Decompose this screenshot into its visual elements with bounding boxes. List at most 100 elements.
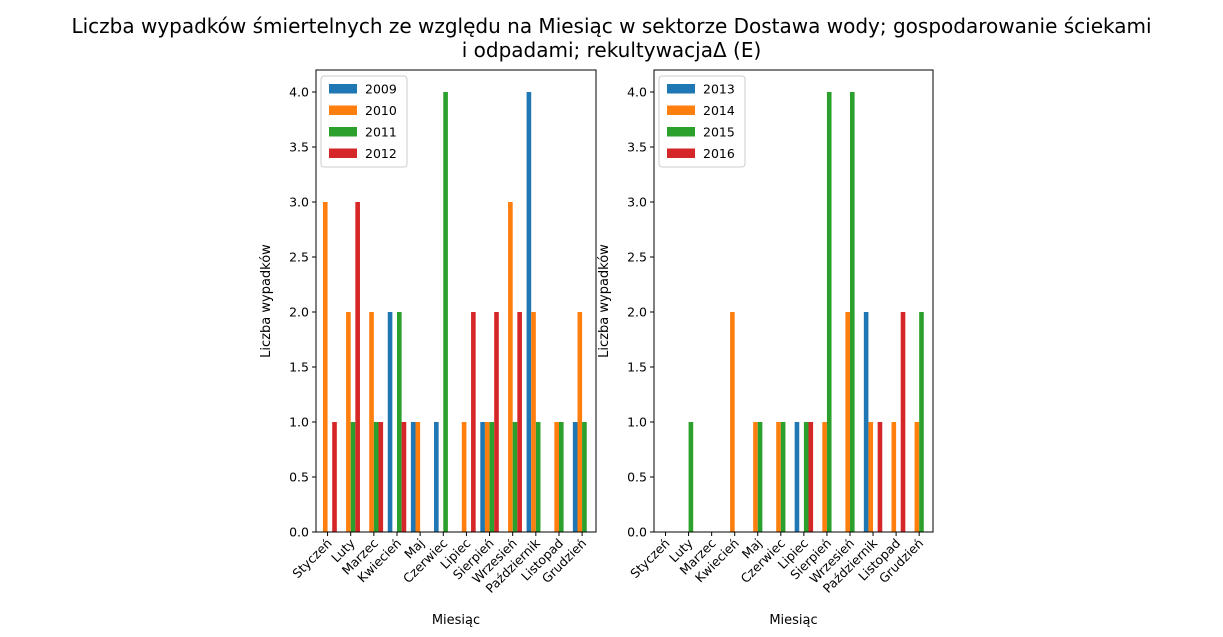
bar-2011-czerwiec (443, 92, 448, 532)
bar-2013-lipiec (794, 422, 800, 532)
bar-2012-lipiec (471, 312, 476, 532)
y-tick-label: 3.0 (289, 195, 309, 210)
chart-title: Liczba wypadków śmiertelnych ze względu … (0, 14, 1223, 62)
y-tick-label: 3.5 (289, 140, 309, 155)
bar-2015-czerwiec (780, 422, 786, 532)
y-tick-label: 0.0 (289, 525, 309, 540)
bar-2015-sierpien (826, 92, 832, 532)
bar-2015-lipiec (803, 422, 809, 532)
y-axis-label: Liczba wypadków (259, 244, 274, 358)
legend-swatch-2014 (667, 105, 695, 115)
legend-label-2016: 2016 (703, 146, 735, 161)
x-tick-label-styczen: Styczeń (289, 536, 334, 581)
legend-box (320, 75, 408, 168)
bar-2011-listopad (558, 422, 564, 532)
bar-2014-czerwiec (776, 422, 781, 532)
bar-2011-grudzien (582, 422, 587, 532)
legend-label-2014: 2014 (703, 103, 735, 118)
bar-2014-maj (753, 422, 758, 532)
bar-2011-pazdziernik (535, 422, 541, 532)
y-tick-label: 2.0 (627, 305, 647, 320)
bar-2014-pazdziernik (868, 422, 874, 532)
y-tick-label: 4.0 (289, 85, 309, 100)
bar-2009-kwiecien (387, 312, 393, 532)
y-tick-label: 3.0 (627, 195, 647, 210)
legend-box (658, 75, 746, 168)
x-axis-label: Miesiąc (432, 613, 480, 628)
chart-panel-1: 0.00.51.01.52.02.53.03.54.0StyczeńLutyMa… (259, 69, 597, 628)
bar-2009-grudzien (572, 422, 578, 532)
bar-2010-grudzien (577, 312, 583, 532)
bar-2014-sierpien (822, 422, 827, 532)
bar-2010-styczen (322, 202, 328, 532)
bar-2011-marzec (373, 422, 379, 532)
legend-label-2010: 2010 (365, 103, 397, 118)
bar-2015-wrzesien (849, 92, 855, 532)
y-tick-label: 1.0 (289, 415, 309, 430)
legend-swatch-2016 (667, 148, 695, 158)
legend-swatch-2013 (667, 84, 695, 94)
legend-swatch-2010 (329, 105, 357, 115)
chart-title-line-1: Liczba wypadków śmiertelnych ze względu … (71, 14, 1152, 38)
legend: 2009 2010 2011 2012 (320, 75, 408, 168)
bar-2010-sierpien (484, 422, 490, 532)
legend-swatch-2015 (667, 127, 695, 137)
bar-2010-listopad (554, 422, 559, 532)
y-tick-label: 1.5 (289, 360, 309, 375)
y-tick-label: 0.5 (289, 470, 309, 485)
bar-2009-czerwiec (434, 422, 439, 532)
bar-2010-lipiec (461, 422, 467, 532)
bar-2010-marzec (369, 312, 374, 532)
legend-label-2015: 2015 (703, 125, 735, 140)
y-tick-label: 1.5 (627, 360, 647, 375)
bar-2010-pazdziernik (531, 312, 536, 532)
chart-panel-2: 0.00.51.01.52.02.53.03.54.0StyczeńLutyMa… (597, 69, 934, 628)
bar-2009-maj (410, 422, 416, 532)
x-axis-label: Miesiąc (769, 613, 817, 628)
bar-2014-kwiecien (730, 312, 735, 532)
legend-label-2009: 2009 (365, 82, 397, 97)
legend-swatch-2011 (329, 127, 357, 137)
bar-2012-wrzesien (517, 312, 522, 532)
bar-2016-lipiec (808, 422, 814, 532)
bar-2010-luty (346, 312, 351, 532)
y-tick-label: 2.5 (289, 250, 309, 265)
bar-2015-grudzien (919, 312, 924, 532)
bar-2009-sierpien (480, 422, 485, 532)
bar-2013-pazdziernik (863, 312, 869, 532)
bar-2015-maj (757, 422, 763, 532)
y-tick-label: 3.5 (627, 140, 647, 155)
bar-2009-pazdziernik (526, 92, 532, 532)
bar-2014-grudzien (914, 422, 920, 532)
legend-swatch-2012 (329, 148, 357, 158)
legend-label-2011: 2011 (365, 125, 397, 140)
bar-2012-styczen (332, 422, 337, 532)
y-tick-label: 2.5 (627, 250, 647, 265)
y-tick-label: 2.0 (289, 305, 309, 320)
bar-2011-wrzesien (512, 422, 518, 532)
plot-frame (315, 69, 597, 533)
bar-2012-sierpien (494, 312, 499, 532)
bar-2014-listopad (891, 422, 897, 532)
y-tick-label: 1.0 (627, 415, 647, 430)
plot-frame (653, 69, 934, 533)
bar-2012-kwiecien (401, 422, 407, 532)
bar-2015-luty (688, 422, 694, 532)
bar-2011-sierpien (489, 422, 495, 532)
bar-2012-marzec (378, 422, 384, 532)
legend-label-2012: 2012 (365, 146, 397, 161)
bar-2010-maj (415, 422, 421, 532)
legend-swatch-2009 (329, 84, 357, 94)
x-tick-label-styczen: Styczeń (627, 536, 672, 581)
bar-2011-luty (350, 422, 356, 532)
legend-label-2013: 2013 (703, 82, 735, 97)
y-tick-label: 0.5 (627, 470, 647, 485)
bar-2014-wrzesien (845, 312, 850, 532)
y-tick-label: 4.0 (627, 85, 647, 100)
chart-title-line-2: i odpadami; rekultywacjaΔ (E) (461, 38, 762, 62)
y-axis-label: Liczba wypadków (597, 244, 612, 358)
bar-2016-listopad (900, 312, 906, 532)
y-tick-label: 0.0 (627, 525, 647, 540)
bar-2016-pazdziernik (877, 422, 883, 532)
